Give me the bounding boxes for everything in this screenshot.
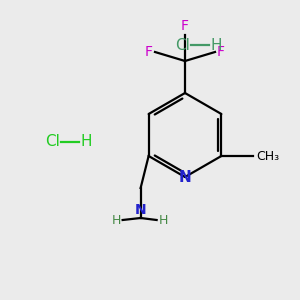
Text: F: F [181, 19, 189, 33]
Text: N: N [135, 203, 146, 217]
Text: H: H [211, 38, 223, 52]
Text: F: F [145, 45, 153, 59]
Text: Cl: Cl [175, 38, 190, 52]
Text: H: H [81, 134, 92, 149]
Text: H: H [159, 214, 168, 226]
Text: F: F [217, 45, 225, 59]
Text: CH₃: CH₃ [256, 149, 280, 163]
Text: H: H [111, 214, 121, 226]
Text: Cl: Cl [45, 134, 60, 149]
Text: N: N [178, 169, 191, 184]
